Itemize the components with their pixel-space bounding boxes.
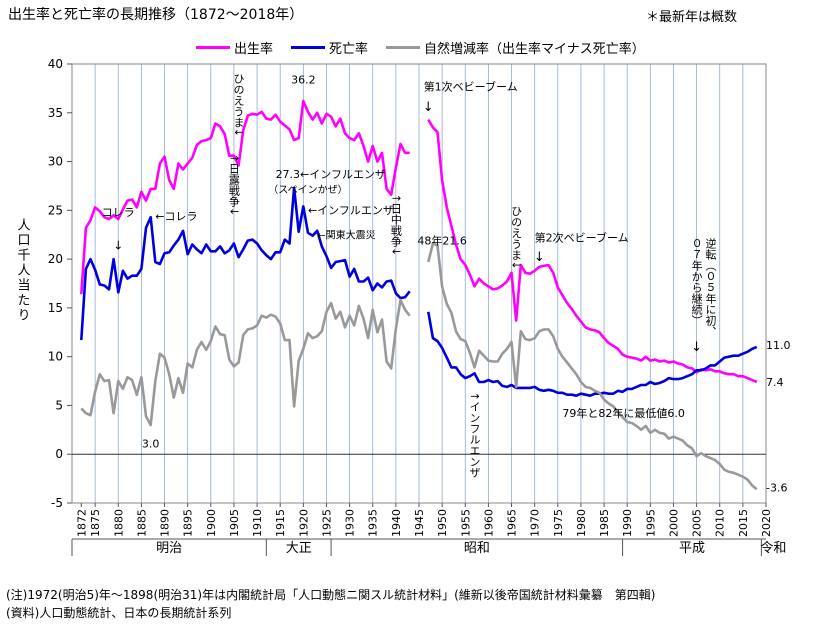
x-tick-label: 1910 [251, 509, 264, 537]
x-tick-label: 1995 [644, 509, 657, 537]
era-label: 昭和 [464, 541, 490, 556]
x-tick-label: 1965 [506, 509, 519, 537]
annotation-label: ←コレラ [155, 210, 197, 223]
y-tick-label: 5 [55, 398, 63, 412]
annotation-label: 27.3←インフルエンザ [276, 168, 386, 181]
x-tick-label: 1975 [552, 509, 565, 537]
legend-label-death: 死亡率 [329, 42, 369, 57]
annotation-label: 11.0 [766, 339, 791, 352]
x-tick-label: 1915 [274, 509, 287, 537]
series-line-death [80, 186, 411, 341]
x-tick-label: 1960 [482, 509, 495, 537]
annotation-label: 3.0 [142, 437, 160, 450]
vertical-annotation-label: ↑日露戦争↓ [227, 154, 240, 216]
annotation-label: 7.4 [766, 376, 784, 389]
axes: -5 0 5 10 15 20 25 30 35 40 人口千人当たり 1872 1875 1880 188… [15, 57, 786, 556]
y-tick-label: 35 [48, 106, 63, 120]
legend-item-natural: 自然増減率（出生率マイナス死亡率） [386, 38, 645, 57]
x-tick-label: 1925 [320, 509, 333, 537]
y-tick-label: 0 [55, 447, 63, 461]
annotation-label: 79年と82年に最低値6.0 [562, 406, 685, 420]
vertical-annotation-label: ↑インフルエンザ [468, 392, 481, 478]
grid-lines [94, 64, 767, 503]
x-tick-label: 1935 [367, 509, 380, 537]
era-label: 令和 [760, 541, 786, 556]
y-tick-label: -5 [51, 496, 63, 510]
x-tick-label: 2020 [760, 509, 773, 537]
vertical-annotation-label: ０７年から継続） [690, 238, 703, 326]
x-tick-label: 1920 [297, 509, 310, 537]
annotation-label: -3.6 [766, 481, 787, 494]
footnote: (注)1972(明治5)年〜1898(明治31)年は内閣統計局「人口動態ニ関スル… [6, 588, 656, 602]
x-tick-label: 2000 [667, 509, 680, 537]
legend: 出生率 死亡率 自然増減率（出生率マイナス死亡率） [196, 38, 645, 57]
annotation-label: 第2次ベビーブーム [535, 231, 629, 245]
legend-swatch-natural [386, 46, 421, 49]
x-tick-label: 2010 [714, 509, 727, 537]
annotation-label: コレラ [102, 206, 135, 219]
x-tick-label: 1900 [205, 509, 218, 537]
x-tick-label: 2005 [691, 509, 704, 537]
y-tick-label: 40 [48, 57, 63, 71]
y-tick-label: 15 [48, 301, 63, 315]
annotation-label: ↓ [423, 100, 434, 115]
x-tick-label: 1985 [598, 509, 611, 537]
annotation-label: ←インフルエンザ [308, 204, 394, 217]
vertical-annotation-label: 逆転（０５年に初、 [704, 236, 717, 336]
era-label: 明治 [156, 541, 182, 556]
x-tick-label: 1885 [135, 509, 148, 537]
vertical-annotation-label: ひのえうま↓ [232, 73, 245, 137]
legend-label-natural: 自然増減率（出生率マイナス死亡率） [424, 42, 645, 57]
x-tick-label: 1905 [228, 509, 241, 537]
legend-label-birth: 出生率 [234, 42, 274, 57]
x-tick-label: 2015 [737, 509, 750, 537]
series-line-birth [80, 99, 410, 295]
y-tick-label: 25 [48, 203, 63, 217]
y-axis-label: 人口千人当たり [15, 218, 31, 323]
chart-title: 出生率と死亡率の長期推移（1872〜2018年） [8, 7, 304, 23]
x-tick-label: 1890 [159, 509, 172, 537]
series-line-death [427, 311, 758, 397]
x-tick-label: 1880 [112, 509, 125, 537]
estimate-note: ＊最新年は概数 [646, 10, 738, 25]
series-line-natural [80, 298, 411, 427]
legend-item-death: 死亡率 [291, 38, 368, 57]
x-tick-label: 1950 [436, 509, 449, 537]
x-tick-label: 1872 [75, 509, 88, 537]
source-note: (資料)人口動態統計、日本の長期統計系列 [6, 606, 232, 620]
era-label: 大正 [286, 541, 312, 556]
y-tick-label: 20 [48, 252, 63, 266]
annotation-label: 第1次ベビーブーム [424, 79, 518, 93]
x-tick-label: 1945 [413, 509, 426, 537]
vertical-annotation-label: ↑日中戦争↓ [389, 194, 402, 256]
x-tick-label: 1955 [459, 509, 472, 537]
annotation-label: ↓ [534, 250, 545, 265]
annotation-label: ←関東大震災 [317, 229, 375, 242]
x-tick-label: 1970 [529, 509, 542, 537]
x-tick-label: 1930 [344, 509, 357, 537]
annotation-label: ↓ [113, 238, 123, 252]
x-tick-label: 1990 [621, 509, 634, 537]
annotation-label: （スペインかぜ） [268, 184, 347, 196]
series-lines [80, 99, 758, 491]
annotation-label: ↓ [691, 340, 702, 355]
series-line-natural [427, 242, 758, 491]
x-tick-label: 1980 [575, 509, 588, 537]
vertical-annotation-label: ひのえうま↓ [510, 205, 523, 269]
legend-swatch-birth [196, 46, 230, 49]
legend-item-birth: 出生率 [196, 38, 273, 57]
annotation-label: 36.2 [291, 74, 316, 87]
x-tick-label: 1895 [182, 509, 195, 537]
y-tick-label: 30 [48, 155, 63, 169]
annotation-label: 48年21.6 [417, 233, 467, 247]
x-tick-label: 1940 [390, 509, 403, 537]
annotations: 36.2 27.3←インフルエンザ （スペインかぜ） ←インフルエンザ ←関東大震災 ←コ… [102, 73, 791, 495]
era-label: 平成 [679, 541, 705, 556]
legend-swatch-death [291, 46, 326, 49]
y-tick-label: 10 [48, 350, 63, 364]
x-tick-label: 1875 [89, 509, 102, 537]
